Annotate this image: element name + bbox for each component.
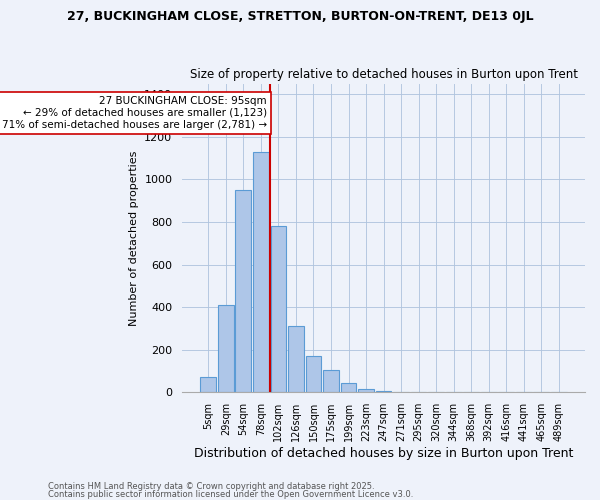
Bar (305, 356, 322, 393)
Y-axis label: Number of detached properties: Number of detached properties (129, 150, 139, 326)
Bar (323, 370, 339, 392)
Bar (253, 152, 269, 392)
Bar (358, 389, 374, 392)
Text: 27, BUCKINGHAM CLOSE, STRETTON, BURTON-ON-TRENT, DE13 0JL: 27, BUCKINGHAM CLOSE, STRETTON, BURTON-O… (67, 10, 533, 23)
Text: Contains HM Land Registry data © Crown copyright and database right 2025.: Contains HM Land Registry data © Crown c… (48, 482, 374, 491)
Text: Contains public sector information licensed under the Open Government Licence v3: Contains public sector information licen… (48, 490, 413, 499)
X-axis label: Distribution of detached houses by size in Burton upon Trent: Distribution of detached houses by size … (194, 447, 573, 460)
Title: Size of property relative to detached houses in Burton upon Trent: Size of property relative to detached ho… (190, 68, 578, 81)
Bar (200, 378, 216, 392)
Bar (271, 226, 286, 392)
Bar (218, 305, 234, 392)
Bar (341, 383, 356, 392)
Bar (235, 190, 251, 392)
Text: 27 BUCKINGHAM CLOSE: 95sqm
← 29% of detached houses are smaller (1,123)
71% of s: 27 BUCKINGHAM CLOSE: 95sqm ← 29% of deta… (2, 96, 267, 130)
Bar (288, 326, 304, 392)
